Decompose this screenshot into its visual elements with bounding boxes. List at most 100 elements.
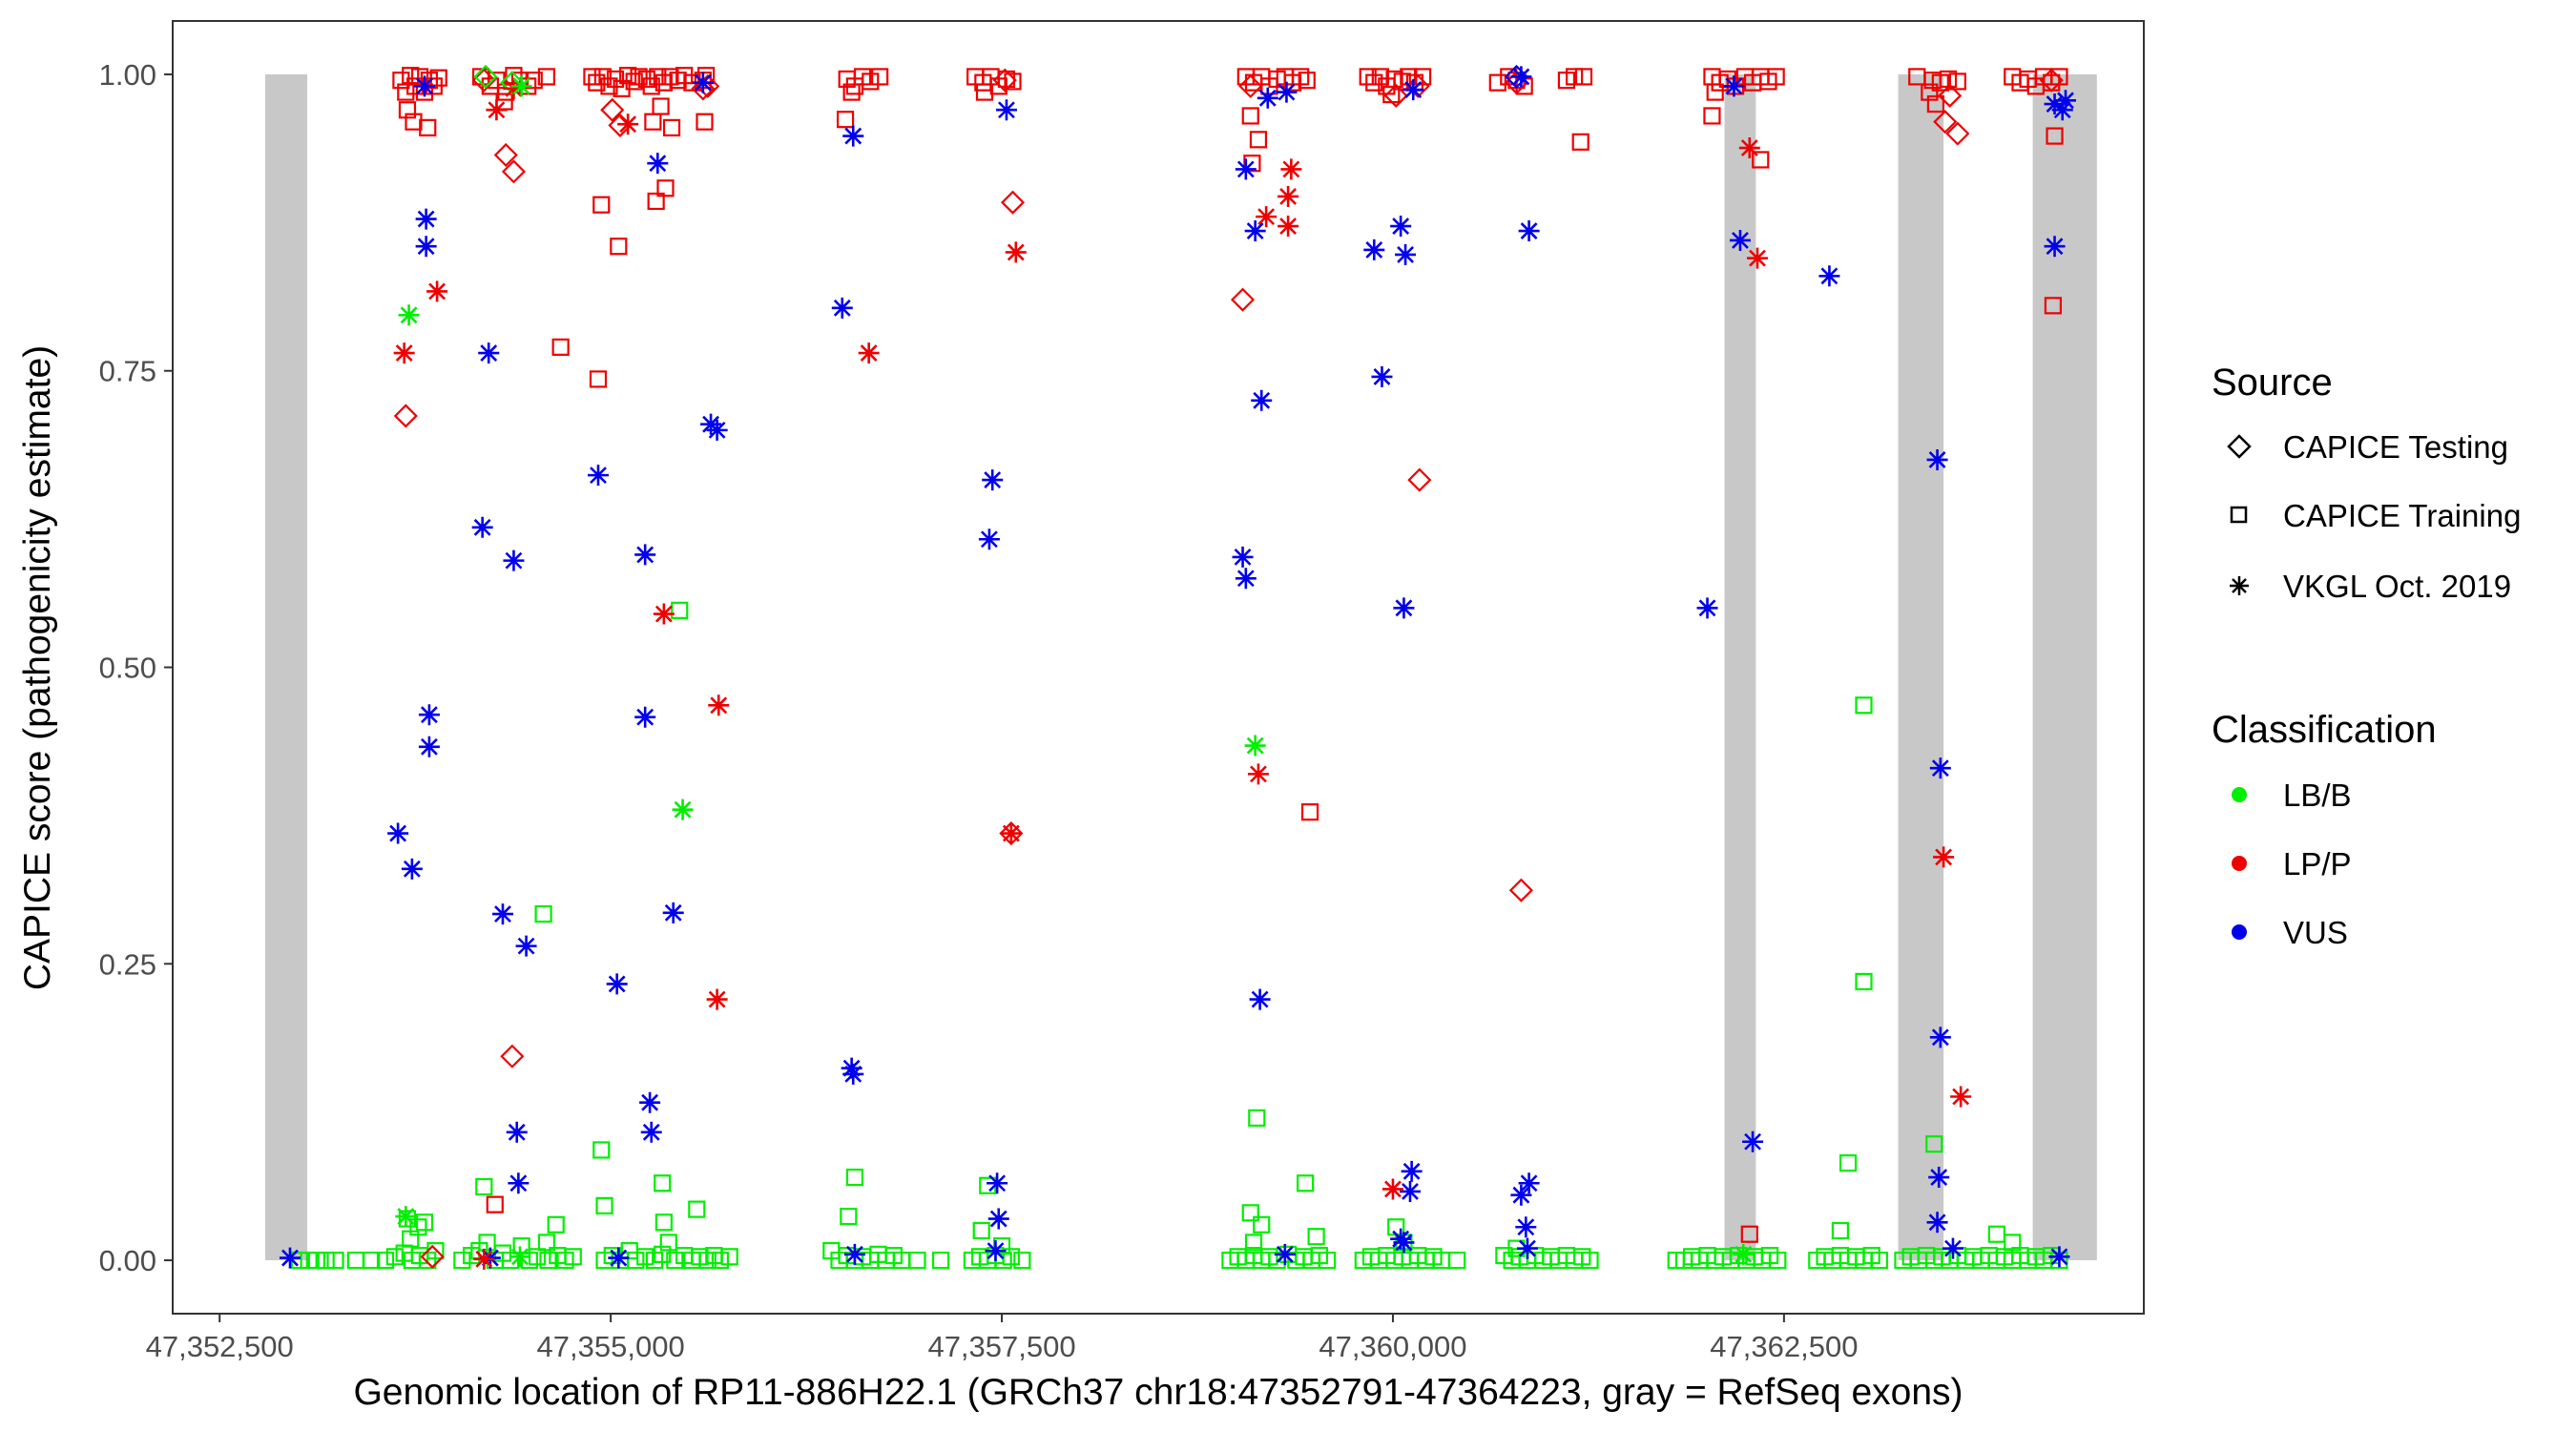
data-point-asterisk-vus <box>471 516 493 538</box>
data-point-square-lbb <box>659 1234 677 1252</box>
data-point-asterisk-lbb <box>1733 1243 1755 1265</box>
data-point-asterisk-vus <box>1232 546 1254 568</box>
data-point-asterisk-lpp <box>1950 1086 1972 1108</box>
data-point-diamond-lpp <box>1938 83 1963 108</box>
x-tick-label: 47,360,000 <box>1319 1330 1466 1363</box>
data-point-square-lbb <box>415 1213 434 1232</box>
data-point-asterisk-vus <box>508 1172 530 1194</box>
data-point-diamond-lpp <box>999 820 1024 846</box>
data-points <box>279 64 2077 1270</box>
data-point-asterisk-vus <box>515 935 537 957</box>
data-point-square-lpp <box>2046 127 2064 145</box>
data-point-asterisk-vus <box>1510 1184 1532 1206</box>
data-point-square-lbb <box>840 1207 858 1226</box>
data-point-square-lbb <box>666 1251 684 1270</box>
data-point-square-lpp <box>654 73 673 92</box>
data-point-asterisk-lpp <box>1005 241 1027 263</box>
data-point-asterisk-vus <box>1515 1216 1537 1238</box>
data-point-square-lpp <box>1414 68 1432 86</box>
data-point-asterisk-vus <box>842 1063 864 1085</box>
data-point-square-lbb <box>385 1248 404 1266</box>
x-tick-label: 47,352,500 <box>146 1330 294 1363</box>
data-point-square-lbb <box>845 1168 864 1187</box>
data-point-asterisk-vus <box>418 736 440 757</box>
data-point-square-lbb <box>931 1251 950 1270</box>
data-point-asterisk-vus <box>1399 1180 1421 1202</box>
data-point-diamond-lbb <box>500 71 525 95</box>
data-point-asterisk-vus <box>2055 90 2077 112</box>
data-point-diamond-lpp <box>1405 73 1430 98</box>
data-point-asterisk-vus <box>1942 1237 1963 1259</box>
data-point-asterisk-lpp <box>1280 158 1302 180</box>
data-point-square-lbb <box>654 1174 672 1192</box>
data-point-square-lbb <box>1581 1251 1599 1270</box>
data-point-asterisk-vus <box>640 1121 662 1143</box>
data-point-asterisk-vus <box>985 1240 1007 1262</box>
data-point-square-lbb <box>654 1245 672 1263</box>
data-point-diamond-lpp <box>1238 73 1263 98</box>
data-point-asterisk-vus <box>606 973 628 995</box>
data-point-square-lpp <box>1292 68 1310 86</box>
data-point-square-lbb <box>627 1251 645 1270</box>
data-point-square-lbb <box>592 1141 611 1159</box>
data-point-asterisk-vus <box>1510 66 1532 88</box>
data-point-asterisk-lpp <box>1278 216 1299 238</box>
legend-item-lpp: LP/P <box>2232 846 2352 881</box>
data-point-diamond-lpp <box>493 142 518 168</box>
data-point-asterisk-vus <box>415 208 437 230</box>
data-point-asterisk-vus <box>841 1057 862 1079</box>
data-point-square-lpp <box>2044 297 2062 315</box>
data-point-square-lbb <box>502 1251 520 1270</box>
data-point-square-lbb <box>972 1221 990 1240</box>
data-point-square-lbb <box>1925 1135 1943 1153</box>
data-point-diamond-lpp <box>471 68 496 93</box>
data-point-asterisk-vus <box>706 419 728 441</box>
data-point-asterisk-lpp <box>393 342 415 364</box>
data-point-square-lbb <box>363 1251 381 1270</box>
data-point-square-lbb <box>908 1251 926 1270</box>
data-point-square-lbb <box>1241 1204 1259 1222</box>
x-tick-label: 47,362,500 <box>1710 1330 1858 1363</box>
data-point-diamond-lpp <box>500 1044 525 1068</box>
data-point-asterisk-lpp <box>653 603 675 625</box>
data-point-square-lpp <box>836 111 855 129</box>
data-point-square-lbb <box>326 1251 344 1270</box>
data-point-square-lpp <box>1243 155 1261 173</box>
data-point-asterisk-vus <box>1516 1237 1538 1259</box>
data-point-asterisk-vus <box>1723 75 1745 97</box>
data-point-asterisk-vus <box>2051 99 2073 121</box>
data-point-asterisk-vus <box>982 469 1004 491</box>
data-point-square-lbb <box>688 1200 706 1218</box>
data-point-square-lpp <box>644 113 662 131</box>
legend-asterisk-symbol <box>2230 576 2249 595</box>
data-point-asterisk-vus <box>1390 1228 1412 1250</box>
data-point-square-lbb <box>1297 1174 1315 1192</box>
data-point-square-lpp <box>625 73 643 91</box>
data-point-diamond-lpp <box>1945 121 1970 146</box>
legend-diamond-symbol <box>2227 434 2252 459</box>
data-point-diamond-lpp <box>691 76 716 101</box>
data-point-asterisk-vus <box>1929 757 1951 779</box>
data-point-asterisk-lpp <box>1738 137 1760 159</box>
legend-label-vus: VUS <box>2283 915 2348 950</box>
data-point-square-lbb <box>1769 1251 1787 1270</box>
data-point-square-lbb <box>534 904 552 923</box>
data-point-square-lbb <box>475 1177 493 1196</box>
data-point-square-lpp <box>656 179 675 197</box>
data-point-asterisk-vus <box>1742 1130 1764 1152</box>
data-point-asterisk-vus <box>503 550 525 571</box>
data-point-square-lpp <box>593 68 613 86</box>
data-point-square-lbb <box>636 1248 654 1266</box>
data-point-square-lbb <box>711 1251 729 1270</box>
data-point-asterisk-vus <box>478 342 500 364</box>
data-point-square-lpp <box>652 97 670 115</box>
legend: Source CAPICE Testing CAPICE Training VK… <box>2212 362 2521 950</box>
data-point-square-lpp <box>402 67 420 85</box>
data-point-asterisk-lpp <box>1256 206 1278 228</box>
data-point-square-lpp <box>975 83 994 101</box>
data-point-square-lpp <box>583 68 601 86</box>
data-point-asterisk-lbb <box>510 75 532 97</box>
data-point-asterisk-vus <box>692 72 714 93</box>
legend-item-capice-training: CAPICE Training <box>2230 498 2521 533</box>
data-point-square-lpp <box>592 196 611 214</box>
